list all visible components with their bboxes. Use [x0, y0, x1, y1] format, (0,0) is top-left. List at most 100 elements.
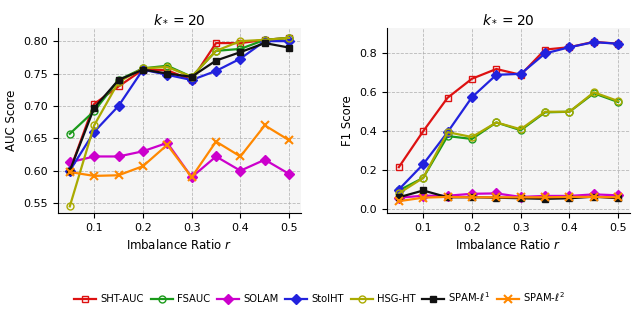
SPAM-$\ell^2$ [614, 195, 622, 199]
Line: SOLAM: SOLAM [67, 139, 292, 181]
StoIHT [212, 69, 220, 73]
SHT-AUC [163, 69, 171, 72]
SPAM-$\ell^1$ [541, 197, 549, 201]
Title: $k_* = 20$: $k_* = 20$ [482, 12, 535, 26]
FSAUC [444, 134, 451, 138]
FSAUC [115, 78, 122, 82]
SPAM-$\ell^2$ [115, 173, 122, 177]
StoIHT [163, 73, 171, 77]
HSG-HT [493, 121, 500, 124]
SPAM-$\ell^2$ [66, 170, 74, 174]
FSAUC [468, 137, 476, 141]
SPAM-$\ell^1$ [566, 196, 573, 200]
SPAM-$\ell^2$ [139, 164, 147, 168]
StoIHT [395, 187, 403, 191]
FSAUC [285, 36, 293, 40]
SPAM-$\ell^1$ [90, 106, 98, 110]
SHT-AUC [444, 96, 451, 100]
HSG-HT [395, 192, 403, 195]
HSG-HT [115, 80, 122, 84]
SPAM-$\ell^1$ [115, 78, 122, 82]
SOLAM [163, 141, 171, 145]
SPAM-$\ell^1$ [261, 41, 269, 45]
SHT-AUC [395, 165, 403, 169]
SPAM-$\ell^2$ [541, 195, 549, 199]
HSG-HT [517, 127, 525, 131]
SPAM-$\ell^2$ [163, 143, 171, 147]
SOLAM [541, 194, 549, 198]
SPAM-$\ell^1$ [517, 196, 525, 200]
SOLAM [139, 149, 147, 153]
FSAUC [590, 91, 598, 95]
HSG-HT [285, 36, 293, 40]
SPAM-$\ell^2$ [566, 195, 573, 199]
HSG-HT [66, 204, 74, 208]
Line: HSG-HT: HSG-HT [67, 34, 292, 210]
SOLAM [212, 155, 220, 158]
StoIHT [285, 39, 293, 43]
HSG-HT [261, 38, 269, 42]
SOLAM [517, 195, 525, 199]
HSG-HT [419, 176, 427, 180]
StoIHT [566, 45, 573, 49]
SPAM-$\ell^1$ [188, 75, 195, 79]
SOLAM [590, 192, 598, 196]
SHT-AUC [468, 77, 476, 80]
SPAM-$\ell^1$ [163, 72, 171, 75]
SHT-AUC [66, 169, 74, 172]
StoIHT [237, 57, 244, 60]
FSAUC [517, 128, 525, 132]
Line: FSAUC: FSAUC [396, 90, 621, 194]
SPAM-$\ell^2$ [395, 199, 403, 203]
SOLAM [237, 169, 244, 172]
SPAM-$\ell^2$ [261, 124, 269, 127]
Y-axis label: F1 Score: F1 Score [340, 95, 354, 146]
HSG-HT [237, 39, 244, 43]
Line: StoIHT: StoIHT [67, 38, 292, 174]
SPAM-$\ell^2$ [188, 175, 195, 179]
SOLAM [493, 192, 500, 195]
Line: SPAM-$\ell^1$: SPAM-$\ell^1$ [67, 40, 292, 174]
SPAM-$\ell^2$ [590, 195, 598, 199]
StoIHT [261, 39, 269, 43]
SHT-AUC [517, 73, 525, 77]
SPAM-$\ell^1$ [66, 169, 74, 172]
SPAM-$\ell^2$ [212, 140, 220, 143]
StoIHT [468, 95, 476, 99]
HSG-HT [566, 110, 573, 114]
HSG-HT [163, 65, 171, 69]
SPAM-$\ell^1$ [212, 59, 220, 63]
Line: SPAM-$\ell^2$: SPAM-$\ell^2$ [395, 193, 622, 205]
StoIHT [614, 42, 622, 46]
FSAUC [237, 47, 244, 51]
SOLAM [261, 158, 269, 162]
FSAUC [614, 100, 622, 104]
SHT-AUC [237, 41, 244, 45]
Line: SPAM-$\ell^2$: SPAM-$\ell^2$ [66, 121, 293, 181]
SHT-AUC [285, 36, 293, 40]
X-axis label: Imbalance Ratio $r$: Imbalance Ratio $r$ [456, 238, 561, 252]
FSAUC [188, 75, 195, 79]
SHT-AUC [614, 42, 622, 46]
FSAUC [261, 38, 269, 42]
SPAM-$\ell^1$ [395, 195, 403, 199]
StoIHT [517, 72, 525, 76]
HSG-HT [188, 75, 195, 79]
SPAM-$\ell^1$ [590, 195, 598, 198]
SPAM-$\ell^1$ [419, 189, 427, 192]
StoIHT [419, 162, 427, 166]
SPAM-$\ell^2$ [237, 155, 244, 158]
HSG-HT [590, 90, 598, 94]
SPAM-$\ell^2$ [419, 196, 427, 200]
StoIHT [188, 78, 195, 82]
Legend: SHT-AUC, FSAUC, SOLAM, StoIHT, HSG-HT, SPAM-$\ell^1$, SPAM-$\ell^2$: SHT-AUC, FSAUC, SOLAM, StoIHT, HSG-HT, S… [70, 286, 570, 308]
SHT-AUC [115, 85, 122, 88]
SPAM-$\ell^2$ [493, 195, 500, 199]
FSAUC [90, 109, 98, 113]
SPAM-$\ell^1$ [444, 195, 451, 199]
SOLAM [115, 155, 122, 158]
Line: SPAM-$\ell^1$: SPAM-$\ell^1$ [396, 187, 621, 202]
SHT-AUC [493, 67, 500, 71]
FSAUC [395, 189, 403, 192]
SPAM-$\ell^2$ [517, 195, 525, 199]
